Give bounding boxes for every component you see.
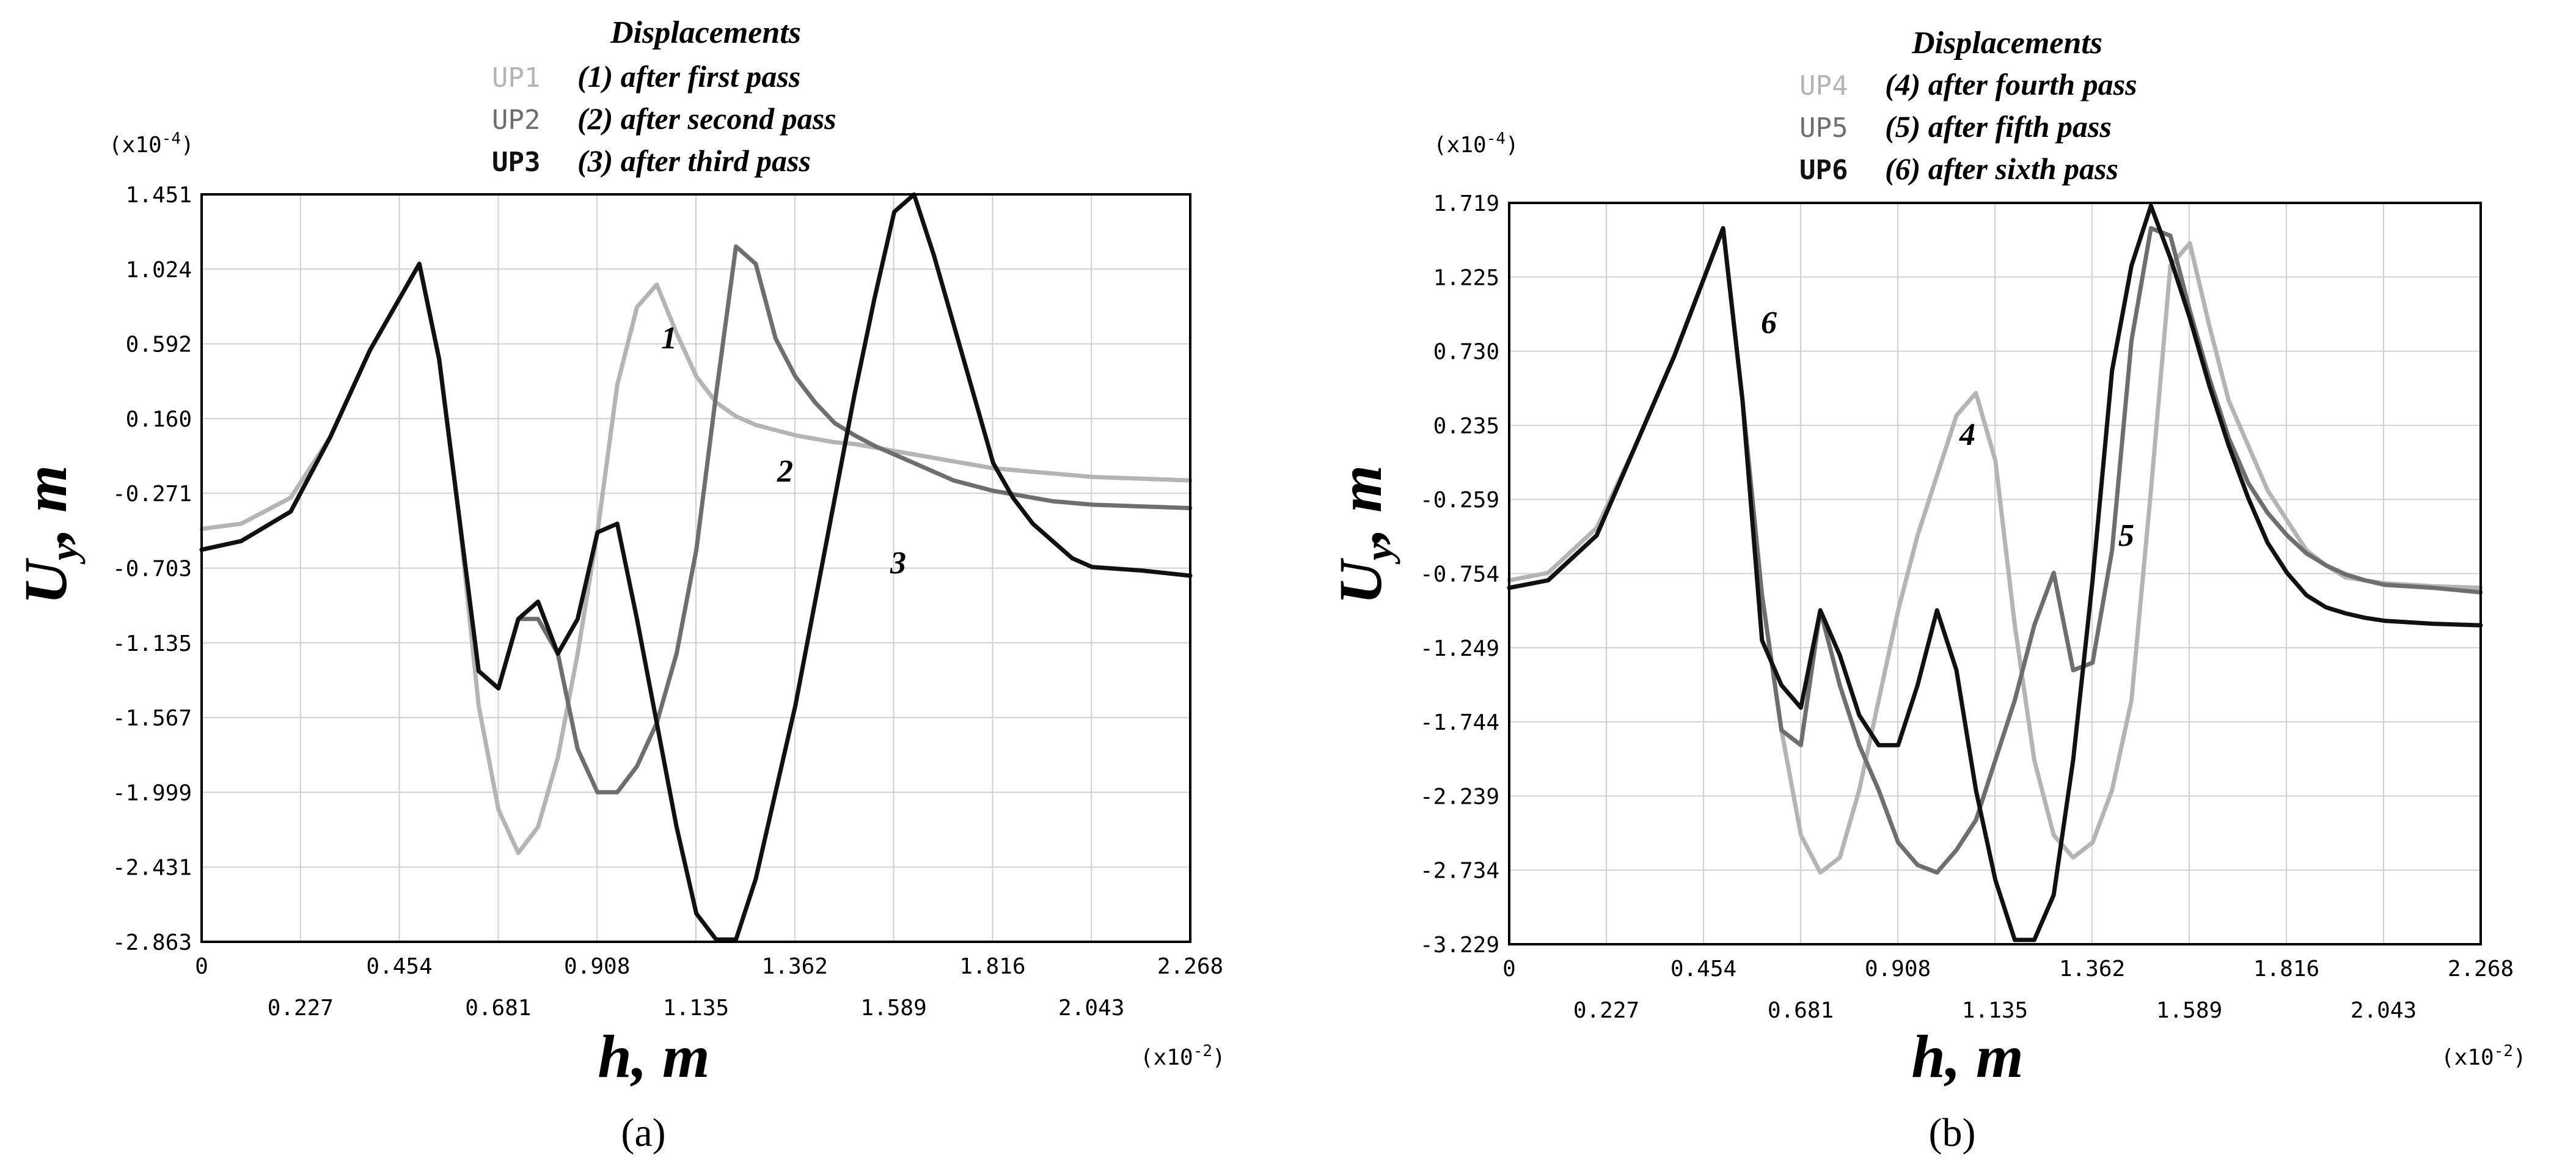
y-tick-label: -1.999 xyxy=(112,780,192,806)
legend-text-up1: (1) after first pass xyxy=(577,59,800,94)
chart-panel-b: 1.719 1.225 0.730 0.235 -0.259 -0.754 -1.249 -1… xyxy=(1326,26,2527,1155)
series-line-up6 xyxy=(1507,204,2483,942)
y-tick-label: -0.271 xyxy=(112,482,192,507)
series-line-up3 xyxy=(199,192,1193,942)
x-tick-label: 0.227 xyxy=(268,996,334,1021)
x-tick-label: 0.908 xyxy=(1865,956,1931,982)
y-tick-label: 1.024 xyxy=(126,257,192,282)
series-layer xyxy=(1507,204,2483,942)
legend-text-up4: (4) after fourth pass xyxy=(1885,67,2137,101)
x-tick-label: 2.043 xyxy=(1058,996,1124,1021)
x-axis-label: h, m xyxy=(1911,1022,2023,1090)
legend-code-up2: UP2 xyxy=(492,105,540,136)
legend: UP4 (4) after fourth pass UP5 (5) after … xyxy=(1799,67,2137,186)
y-tick-label: -1.744 xyxy=(1420,710,1499,735)
y-tick-label: -2.863 xyxy=(112,930,192,955)
legend-title: Displacements xyxy=(610,15,801,50)
legend-code-up6: UP6 xyxy=(1799,155,1848,186)
x-tick-labels: 0 0.227 0.454 0.681 0.908 1.135 1.362 1.589 1.81… xyxy=(195,954,1223,1021)
x-tick-label: 0.908 xyxy=(564,954,630,979)
x-tick-label: 0.681 xyxy=(465,996,531,1021)
y-tick-label: -1.249 xyxy=(1420,636,1499,661)
x-tick-labels: 0 0.227 0.454 0.681 0.908 1.135 1.362 1.589 1.81… xyxy=(1502,956,2514,1023)
plot-grid xyxy=(1509,203,2481,944)
x-tick-label: 2.043 xyxy=(2351,998,2417,1023)
y-tick-label: 0.160 xyxy=(126,407,192,432)
y-tick-label: -0.703 xyxy=(112,557,192,582)
y-tick-label: -2.431 xyxy=(112,856,192,881)
series-line-up5 xyxy=(1507,226,2483,875)
legend: UP1 (1) after first pass UP2 (2) after s… xyxy=(492,59,836,178)
x-tick-label: 1.135 xyxy=(663,996,729,1021)
x-tick-label: 1.589 xyxy=(860,996,926,1021)
chart-panel-a: 1.451 1.024 0.592 0.160 -0.271 -0.703 -1.135 -1… xyxy=(12,15,1226,1155)
y-tick-labels: 1.451 1.024 0.592 0.160 -0.271 -0.703 -1.135 -1… xyxy=(112,183,192,955)
x-tick-label: 0.454 xyxy=(1670,956,1736,982)
y-tick-label: 1.719 xyxy=(1433,191,1499,216)
curve-label-4: 4 xyxy=(1959,417,1975,452)
y-tick-label: 1.451 xyxy=(126,183,192,208)
x-tick-label: 2.268 xyxy=(2448,956,2514,982)
curve-label-3: 3 xyxy=(890,546,906,581)
y-tick-label: 1.225 xyxy=(1433,265,1499,290)
x-tick-label: 1.816 xyxy=(959,954,1025,979)
y-tick-label: 0.235 xyxy=(1433,414,1499,439)
x-tick-label: 1.362 xyxy=(762,954,828,979)
x-tick-label: 0.454 xyxy=(366,954,432,979)
y-tick-label: -3.229 xyxy=(1420,933,1499,958)
x-tick-label: 1.589 xyxy=(2156,998,2222,1023)
x-multiplier: (x10-2) xyxy=(2441,1042,2527,1070)
y-tick-label: -2.239 xyxy=(1420,784,1499,809)
y-multiplier: (x10-4) xyxy=(1433,130,1519,158)
x-tick-label: 0.227 xyxy=(1573,998,1639,1023)
x-tick-label: 1.135 xyxy=(1962,998,2028,1023)
x-tick-label: 1.816 xyxy=(2253,956,2319,982)
y-multiplier: (x10-4) xyxy=(109,130,194,158)
legend-text-up5: (5) after fifth pass xyxy=(1885,109,2112,144)
curve-label-1: 1 xyxy=(661,321,677,356)
curve-label-6: 6 xyxy=(1761,306,1777,340)
plot-frame xyxy=(1508,202,2482,945)
curve-label-5: 5 xyxy=(2118,518,2134,553)
y-tick-label: -0.754 xyxy=(1420,562,1499,587)
y-tick-label: -1.135 xyxy=(112,631,192,656)
x-tick-label: 1.362 xyxy=(2059,956,2125,982)
legend-code-up1: UP1 xyxy=(492,62,540,94)
x-multiplier: (x10-2) xyxy=(1140,1042,1226,1070)
legend-code-up5: UP5 xyxy=(1799,112,1848,144)
x-tick-label: 0.681 xyxy=(1768,998,1834,1023)
panel-label: (b) xyxy=(1929,1110,1976,1155)
y-axis-label: Uy, m xyxy=(1326,465,1400,604)
y-axis-label: Uy, m xyxy=(12,465,86,604)
series-layer xyxy=(199,192,1193,942)
y-tick-labels: 1.719 1.225 0.730 0.235 -0.259 -0.754 -1.249 -1… xyxy=(1420,191,1499,958)
y-tick-label: -1.567 xyxy=(112,706,192,731)
plot-grid xyxy=(202,194,1190,942)
x-tick-label: 0 xyxy=(1502,956,1516,982)
y-tick-label: 0.730 xyxy=(1433,340,1499,365)
legend-code-up3: UP3 xyxy=(492,147,540,178)
y-tick-label: -2.734 xyxy=(1420,859,1499,884)
panel-label: (a) xyxy=(621,1110,665,1155)
curve-label-2: 2 xyxy=(777,454,793,489)
plot-frame xyxy=(200,193,1191,943)
legend-text-up3: (3) after third pass xyxy=(577,144,811,178)
legend-code-up4: UP4 xyxy=(1799,70,1848,101)
x-tick-label: 2.268 xyxy=(1157,954,1223,979)
legend-text-up6: (6) after sixth pass xyxy=(1885,152,2118,186)
x-axis-label: h, m xyxy=(598,1022,709,1090)
x-tick-label: 0 xyxy=(195,954,208,979)
legend-title: Displacements xyxy=(1911,26,2102,61)
y-tick-label: -0.259 xyxy=(1420,488,1499,513)
legend-text-up2: (2) after second pass xyxy=(577,101,836,136)
y-tick-label: 0.592 xyxy=(126,332,192,358)
